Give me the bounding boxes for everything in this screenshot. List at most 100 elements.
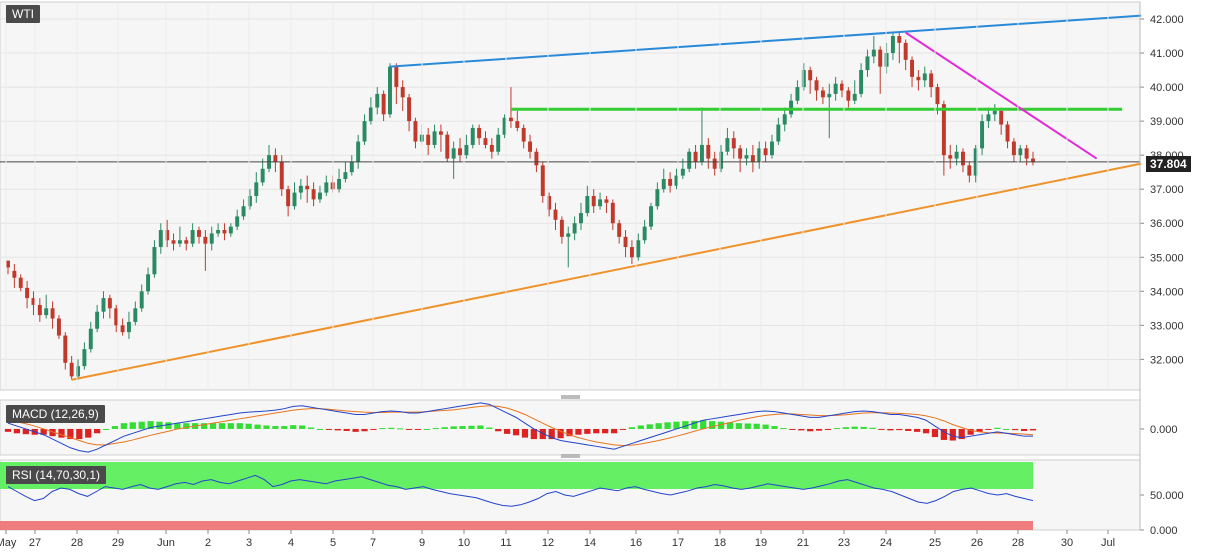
falling-resistance-line xyxy=(905,31,1098,160)
candle-body xyxy=(674,175,679,186)
macd-histogram-bar xyxy=(370,428,377,430)
macd-histogram-bar xyxy=(405,428,413,430)
candle-body xyxy=(37,304,42,316)
macd-histogram-bar xyxy=(49,428,56,437)
candle-body xyxy=(636,240,641,258)
macd-histogram-bar xyxy=(316,428,324,430)
candle-body xyxy=(171,240,176,244)
rising-support-line xyxy=(71,162,1142,381)
macd-histogram-bar xyxy=(299,425,306,429)
x-tick-label: 2 xyxy=(205,537,211,549)
rising-channel-top-line xyxy=(389,14,1142,68)
macd-histogram-bar xyxy=(771,426,778,429)
macd-histogram-bar xyxy=(450,426,457,429)
candle-body xyxy=(820,90,825,98)
macd-histogram-bar xyxy=(735,423,742,429)
macd-histogram-bar xyxy=(504,428,511,434)
macd-histogram-bar xyxy=(58,428,65,438)
rsi-line xyxy=(7,474,1034,507)
macd-histogram-bar xyxy=(744,423,751,429)
candle-body xyxy=(502,117,507,135)
candle-body xyxy=(298,185,303,193)
candle-body xyxy=(222,230,227,234)
macd-histogram-bar xyxy=(548,428,555,440)
candle-body xyxy=(521,127,526,142)
candle-body xyxy=(197,230,201,237)
x-tick-label: 28 xyxy=(71,537,83,549)
macd-histogram-bar xyxy=(557,428,564,439)
candle-body xyxy=(967,165,972,176)
macd-histogram-bar xyxy=(967,428,974,435)
macd-histogram-bar xyxy=(183,423,190,429)
candle-body xyxy=(757,148,762,162)
candle-body xyxy=(426,134,431,145)
macd-histogram-bar xyxy=(896,428,903,431)
x-tick-label: 27 xyxy=(29,537,41,549)
candle-body xyxy=(44,308,49,316)
macd-histogram-bar xyxy=(459,426,466,429)
macd-pane xyxy=(0,399,1141,456)
candle-body xyxy=(158,230,163,248)
candle-body xyxy=(228,226,233,234)
candle-body xyxy=(63,335,68,363)
macd-histogram-bar xyxy=(40,428,47,435)
y-tick-label: 34.000 xyxy=(1150,286,1184,298)
candle-body xyxy=(18,277,23,288)
y-tick-label: 39.000 xyxy=(1150,116,1184,128)
y-tick-label: 40.000 xyxy=(1150,82,1184,94)
macd-histogram-bar xyxy=(102,428,110,430)
candle-body xyxy=(604,199,609,203)
macd-histogram-bar xyxy=(397,428,404,430)
candle-body xyxy=(407,97,412,122)
macd-histogram-bar xyxy=(174,423,181,429)
macd-histogram-bar xyxy=(682,421,689,429)
candle-body xyxy=(1011,141,1016,156)
candle-body xyxy=(668,178,673,186)
macd-histogram-bar xyxy=(851,426,858,429)
candle-body xyxy=(801,70,806,88)
candle-body xyxy=(286,189,291,207)
candle-body xyxy=(216,230,221,234)
candle-body xyxy=(292,192,297,207)
macd-histogram-bar xyxy=(726,422,734,429)
macd-histogram-bar xyxy=(922,428,930,434)
candle-body xyxy=(260,168,265,183)
macd-histogram-bar xyxy=(905,428,912,431)
macd-histogram-bar xyxy=(593,428,600,434)
candle-body xyxy=(394,66,399,88)
macd-histogram-bar xyxy=(94,428,101,434)
candle-body xyxy=(954,151,959,159)
x-tick-label: 14 xyxy=(584,537,596,549)
candle-body xyxy=(489,144,494,152)
macd-histogram-bar xyxy=(539,428,546,440)
macd-histogram-bar xyxy=(824,428,832,430)
candle-body xyxy=(661,178,666,190)
candle-body xyxy=(483,138,488,145)
candle-body xyxy=(840,83,844,91)
y-tick-label: 36.000 xyxy=(1150,218,1184,230)
macd-histogram-bar xyxy=(156,421,163,429)
macd-histogram-bar xyxy=(815,428,823,431)
macd-histogram-bar xyxy=(762,424,769,429)
current-price-tag: 37.804 xyxy=(1146,156,1191,172)
macd-histogram-bar xyxy=(486,427,493,429)
candle-body xyxy=(445,134,450,159)
macd-histogram-bar xyxy=(931,428,939,438)
macd-histogram-bar xyxy=(334,428,341,431)
candle-body xyxy=(496,134,501,152)
macd-histogram-bar xyxy=(619,428,627,430)
candle-body xyxy=(120,325,125,333)
macd-histogram-bar xyxy=(940,428,947,440)
candle-body xyxy=(1024,148,1029,159)
candle-body xyxy=(719,151,724,169)
candle-body xyxy=(999,110,1004,125)
macd-histogram-bar xyxy=(263,425,270,429)
candle-body xyxy=(763,148,768,156)
candle-body xyxy=(311,189,316,200)
macd-histogram-bar xyxy=(1003,428,1010,430)
macd-histogram-bar xyxy=(914,428,921,432)
macd-histogram-bar xyxy=(976,428,983,432)
candle-body xyxy=(362,121,367,142)
macd-histogram-bar xyxy=(780,428,787,430)
